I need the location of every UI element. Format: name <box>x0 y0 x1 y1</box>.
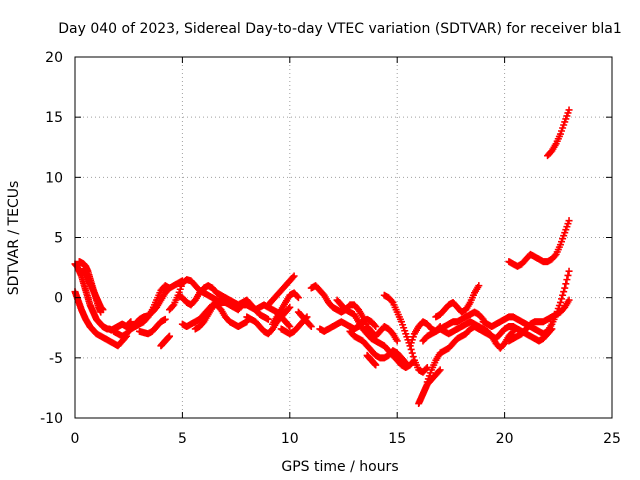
data-point <box>407 345 415 353</box>
x-tick-label: 0 <box>71 431 80 447</box>
data-points <box>71 106 573 408</box>
data-point <box>371 321 379 329</box>
data-point <box>294 294 302 302</box>
y-tick-label: -5 <box>49 351 63 367</box>
axis-ticks: 0 5 10 15 20 25 -10 -5 0 5 10 15 20 <box>40 50 621 447</box>
y-tick-label: 10 <box>45 170 63 186</box>
x-tick-label: 10 <box>281 431 299 447</box>
data-point <box>307 323 315 331</box>
y-axis-label: SDTVAR / TECUs <box>6 181 22 296</box>
series-arc-31 <box>505 296 573 345</box>
series-arc-4 <box>80 265 107 314</box>
y-tick-label: 0 <box>54 291 63 307</box>
data-point <box>556 298 564 306</box>
x-tick-label: 25 <box>603 431 621 447</box>
data-point <box>372 323 380 331</box>
data-point <box>561 284 569 292</box>
data-point <box>286 303 294 311</box>
data-point <box>409 353 417 361</box>
series-arc-24 <box>406 318 444 350</box>
series-arc-6 <box>127 282 174 333</box>
data-point <box>169 302 177 310</box>
y-tick-label: 5 <box>54 231 63 247</box>
data-point <box>388 297 396 305</box>
series-arc-18 <box>307 282 401 345</box>
series-arc-10 <box>174 282 272 323</box>
chart-title: Day 040 of 2023, Sidereal Day-to-day VTE… <box>58 21 621 37</box>
data-point <box>99 306 107 314</box>
series-arc-23 <box>380 291 431 376</box>
series-arc-28 <box>432 282 483 321</box>
data-point <box>264 315 272 323</box>
series-arc-16 <box>269 289 302 328</box>
data-point <box>402 359 410 367</box>
y-tick-label: -10 <box>40 411 63 427</box>
data-point <box>161 315 169 323</box>
data-point <box>127 318 135 326</box>
series-arc-32 <box>505 217 573 270</box>
y-tick-label: 20 <box>45 50 63 66</box>
data-point <box>166 284 174 292</box>
series-arc-12 <box>191 296 225 333</box>
data-point <box>372 361 380 369</box>
data-point <box>285 321 293 329</box>
data-point <box>217 296 225 304</box>
data-point <box>286 323 294 331</box>
data-point <box>508 329 516 337</box>
y-tick-label: 15 <box>45 110 63 126</box>
data-point <box>564 271 572 279</box>
data-point <box>565 267 573 275</box>
x-tick-label: 5 <box>178 431 187 447</box>
data-point <box>565 217 573 225</box>
data-point <box>435 367 443 375</box>
series-arc-3 <box>71 288 131 350</box>
data-point <box>560 288 568 296</box>
data-point <box>393 337 401 345</box>
series-arc-1 <box>71 260 135 334</box>
series-arc-21 <box>346 327 410 367</box>
series-arc-14 <box>264 272 298 309</box>
data-point <box>558 295 566 303</box>
data-point <box>565 296 573 304</box>
data-point <box>565 106 573 114</box>
data-point <box>401 357 409 365</box>
data-point <box>563 276 571 284</box>
series-arc-17 <box>294 308 315 331</box>
series-arc-33 <box>544 106 573 160</box>
data-point <box>562 280 570 288</box>
series-arc-22 <box>363 351 380 369</box>
series-arc-7 <box>135 315 169 338</box>
series-arc-13 <box>243 303 294 338</box>
data-point <box>551 252 559 260</box>
x-tick-label: 20 <box>496 431 514 447</box>
series-arc-8 <box>157 332 174 350</box>
data-point <box>436 366 444 374</box>
series-arc-20 <box>333 296 418 371</box>
data-point <box>509 327 517 335</box>
data-point <box>290 272 298 280</box>
x-axis-label: GPS time / hours <box>281 459 398 475</box>
x-tick-label: 15 <box>388 431 406 447</box>
grid-lines <box>75 57 612 418</box>
data-point <box>289 273 297 281</box>
data-point <box>559 291 567 299</box>
data-point <box>478 314 486 322</box>
data-point <box>306 321 314 329</box>
series-arc-30 <box>479 267 573 338</box>
data-point <box>293 292 301 300</box>
data-point <box>475 282 483 290</box>
data-point <box>422 365 430 373</box>
data-point <box>285 304 293 312</box>
data-point <box>166 332 174 340</box>
data-point <box>408 349 416 357</box>
